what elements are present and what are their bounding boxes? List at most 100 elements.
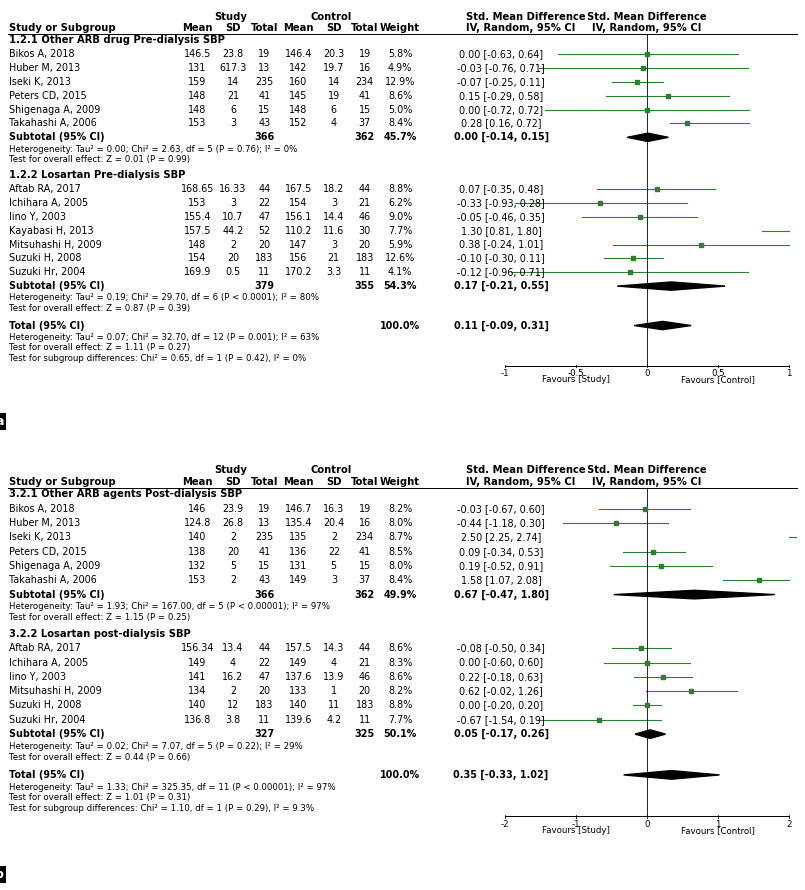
Text: Kayabasi H, 2013: Kayabasi H, 2013 xyxy=(9,226,93,236)
Text: 45.7%: 45.7% xyxy=(383,133,417,142)
Text: Mean: Mean xyxy=(283,23,314,33)
Text: Iino Y, 2003: Iino Y, 2003 xyxy=(9,672,66,682)
Text: 5: 5 xyxy=(331,561,337,571)
Text: -1: -1 xyxy=(501,368,510,377)
Text: -0.12 [-0.96, 0.71]: -0.12 [-0.96, 0.71] xyxy=(457,267,545,278)
Text: 362: 362 xyxy=(354,589,375,600)
Text: 5.0%: 5.0% xyxy=(388,105,412,115)
Text: 16.3: 16.3 xyxy=(324,504,345,514)
Text: 183: 183 xyxy=(356,700,374,710)
Text: 47: 47 xyxy=(258,212,270,222)
Text: 8.2%: 8.2% xyxy=(388,504,412,514)
Text: 140: 140 xyxy=(289,700,308,710)
Text: 22: 22 xyxy=(328,546,340,556)
Text: 148: 148 xyxy=(188,239,207,249)
Text: 2: 2 xyxy=(230,532,236,542)
Text: Total: Total xyxy=(250,23,279,33)
Text: Heterogeneity: Tau² = 0.19; Chi² = 29.70, df = 6 (P < 0.0001); I² = 80%: Heterogeneity: Tau² = 0.19; Chi² = 29.70… xyxy=(9,294,319,303)
Text: Std. Mean Difference: Std. Mean Difference xyxy=(587,12,707,22)
Text: Subtotal (95% CI): Subtotal (95% CI) xyxy=(9,281,105,291)
Text: 617.3: 617.3 xyxy=(219,63,246,73)
Text: Favours [Control]: Favours [Control] xyxy=(681,375,755,384)
Text: 1: 1 xyxy=(331,686,337,696)
Text: 1.2.1 Other ARB drug Pre-dialysis SBP: 1.2.1 Other ARB drug Pre-dialysis SBP xyxy=(9,36,225,45)
Text: 124.8: 124.8 xyxy=(184,518,211,528)
Text: 8.5%: 8.5% xyxy=(388,546,412,556)
Text: 0.00 [-0.20, 0.20]: 0.00 [-0.20, 0.20] xyxy=(459,700,543,710)
Text: 49.9%: 49.9% xyxy=(383,589,417,600)
Text: 43: 43 xyxy=(258,118,270,128)
Text: -0.10 [-0.30, 0.11]: -0.10 [-0.30, 0.11] xyxy=(457,254,545,263)
Text: 20.3: 20.3 xyxy=(324,49,345,60)
Text: 100.0%: 100.0% xyxy=(380,320,420,330)
Text: 183: 183 xyxy=(255,700,274,710)
Text: 16.33: 16.33 xyxy=(219,184,246,194)
Text: Test for overall effect: Z = 1.11 (P = 0.27): Test for overall effect: Z = 1.11 (P = 0… xyxy=(9,344,190,352)
Text: 159: 159 xyxy=(188,77,207,87)
Text: 2.50 [2.25, 2.74]: 2.50 [2.25, 2.74] xyxy=(461,532,541,542)
Text: 26.8: 26.8 xyxy=(222,518,243,528)
Text: 131: 131 xyxy=(289,561,308,571)
Text: 21: 21 xyxy=(358,198,370,208)
Text: 160: 160 xyxy=(289,77,308,87)
Text: 132: 132 xyxy=(188,561,207,571)
Text: Total: Total xyxy=(351,476,378,487)
Text: 135: 135 xyxy=(289,532,308,542)
Polygon shape xyxy=(634,321,691,329)
Text: 136.8: 136.8 xyxy=(184,715,211,724)
Text: 235: 235 xyxy=(255,77,274,87)
Polygon shape xyxy=(613,590,775,599)
Text: 3: 3 xyxy=(229,198,236,208)
Polygon shape xyxy=(624,771,720,780)
Text: Std. Mean Difference: Std. Mean Difference xyxy=(465,12,585,22)
Text: 13: 13 xyxy=(258,518,270,528)
Text: Weight: Weight xyxy=(380,23,420,33)
Text: a: a xyxy=(0,416,4,428)
Text: 169.9: 169.9 xyxy=(184,267,211,278)
Text: 157.5: 157.5 xyxy=(184,226,211,236)
Text: Std. Mean Difference: Std. Mean Difference xyxy=(587,465,707,475)
Text: Test for overall effect: Z = 0.44 (P = 0.66): Test for overall effect: Z = 0.44 (P = 0… xyxy=(9,753,190,762)
Text: 37: 37 xyxy=(358,575,371,586)
Text: 10.7: 10.7 xyxy=(222,212,244,222)
Text: 8.8%: 8.8% xyxy=(388,700,412,710)
Text: 153: 153 xyxy=(188,575,207,586)
Text: Control: Control xyxy=(311,465,352,475)
Text: 1.2.2 Losartan Pre-dialysis SBP: 1.2.2 Losartan Pre-dialysis SBP xyxy=(9,170,185,181)
Text: 167.5: 167.5 xyxy=(285,184,312,194)
Text: 4: 4 xyxy=(331,118,337,128)
Text: 23.9: 23.9 xyxy=(222,504,243,514)
Text: SD: SD xyxy=(225,476,241,487)
Text: 234: 234 xyxy=(356,77,374,87)
Text: 0.62 [-0.02, 1.26]: 0.62 [-0.02, 1.26] xyxy=(459,686,543,696)
Text: 6: 6 xyxy=(331,105,336,115)
Text: Suzuki Hr, 2004: Suzuki Hr, 2004 xyxy=(9,715,85,724)
Text: 21: 21 xyxy=(358,658,370,668)
Text: 16: 16 xyxy=(358,63,370,73)
Text: Favours [Study]: Favours [Study] xyxy=(542,826,610,835)
Text: 149: 149 xyxy=(188,658,207,668)
Text: 20: 20 xyxy=(358,239,370,249)
Text: 154: 154 xyxy=(188,254,207,263)
Text: Iino Y, 2003: Iino Y, 2003 xyxy=(9,212,66,222)
Text: SD: SD xyxy=(326,476,341,487)
Text: 20: 20 xyxy=(258,239,270,249)
Text: 325: 325 xyxy=(354,729,374,739)
Text: 54.3%: 54.3% xyxy=(383,281,417,291)
Text: -0.03 [-0.67, 0.60]: -0.03 [-0.67, 0.60] xyxy=(457,504,545,514)
Text: 134: 134 xyxy=(188,686,207,696)
Text: 20: 20 xyxy=(258,686,270,696)
Text: Test for subgroup differences: Chi² = 1.10, df = 1 (P = 0.29), I² = 9.3%: Test for subgroup differences: Chi² = 1.… xyxy=(9,804,314,813)
Text: 11: 11 xyxy=(258,267,270,278)
Text: 379: 379 xyxy=(254,281,275,291)
Text: 44: 44 xyxy=(358,184,371,194)
Text: 14: 14 xyxy=(227,77,239,87)
Text: 136: 136 xyxy=(289,546,308,556)
Text: -1: -1 xyxy=(572,820,580,829)
Text: Mitsuhashi H, 2009: Mitsuhashi H, 2009 xyxy=(9,239,101,249)
Text: 235: 235 xyxy=(255,532,274,542)
Text: Heterogeneity: Tau² = 1.33; Chi² = 325.35, df = 11 (P < 0.00001); I² = 97%: Heterogeneity: Tau² = 1.33; Chi² = 325.3… xyxy=(9,782,336,791)
Text: 140: 140 xyxy=(188,700,207,710)
Text: 0.19 [-0.52, 0.91]: 0.19 [-0.52, 0.91] xyxy=(459,561,543,571)
Text: Takahashi A, 2006: Takahashi A, 2006 xyxy=(9,118,97,128)
